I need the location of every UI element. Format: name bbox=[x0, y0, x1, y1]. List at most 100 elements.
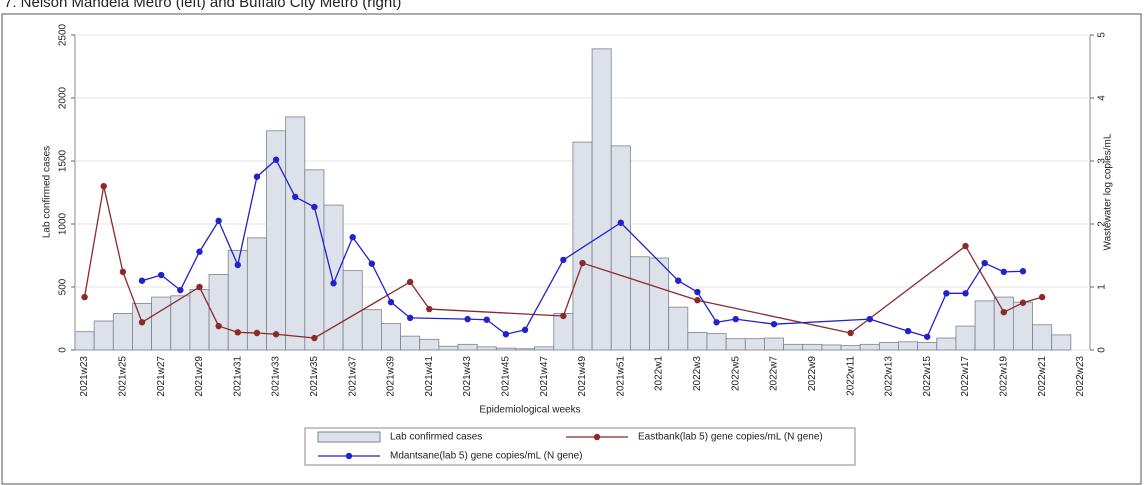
line-segment bbox=[256, 159, 277, 178]
legend-marker bbox=[345, 452, 353, 460]
y2-tick-label: 4 bbox=[1097, 95, 1108, 101]
y2-tick-label: 1 bbox=[1097, 284, 1108, 290]
bar bbox=[764, 337, 784, 351]
line-segment bbox=[410, 317, 468, 320]
bar bbox=[495, 347, 516, 351]
bar bbox=[629, 256, 650, 351]
bar bbox=[285, 116, 306, 351]
bar bbox=[342, 270, 363, 351]
line-segment bbox=[735, 318, 775, 325]
point bbox=[157, 271, 165, 279]
point bbox=[215, 217, 222, 225]
x-tick-label: 2022w13 bbox=[884, 356, 895, 397]
point bbox=[866, 315, 873, 323]
bar bbox=[706, 333, 727, 351]
line-segment bbox=[390, 301, 411, 319]
point bbox=[560, 256, 567, 264]
line-segment bbox=[773, 318, 870, 325]
x-tick-label: 2021w49 bbox=[577, 356, 588, 397]
point bbox=[177, 286, 184, 294]
bar bbox=[419, 338, 440, 351]
point bbox=[100, 183, 107, 190]
line-segment bbox=[677, 280, 698, 293]
y2-axis-title: Wastewater log copies/mL bbox=[1103, 133, 1114, 250]
point bbox=[196, 283, 203, 291]
bar bbox=[821, 344, 842, 351]
line-segment bbox=[218, 325, 238, 333]
point bbox=[330, 280, 337, 287]
bar bbox=[936, 337, 957, 351]
point bbox=[847, 329, 854, 337]
point bbox=[406, 314, 414, 322]
bar bbox=[1032, 324, 1053, 351]
legend-label: Mdantsane(lab 5) gene copies/mL (N gene) bbox=[390, 451, 583, 462]
bar bbox=[400, 335, 421, 351]
bar bbox=[955, 325, 976, 351]
bar bbox=[132, 302, 153, 351]
line-segment bbox=[122, 271, 143, 323]
x-tick-label: 2021w41 bbox=[424, 356, 435, 397]
line-segment bbox=[926, 293, 947, 338]
y2-tick-label: 2 bbox=[1097, 221, 1108, 227]
bar bbox=[649, 257, 670, 351]
point bbox=[1019, 268, 1027, 275]
bar bbox=[93, 320, 114, 351]
line-segment bbox=[524, 259, 564, 331]
point bbox=[962, 242, 969, 250]
line-segment bbox=[562, 262, 584, 317]
bar bbox=[304, 169, 325, 351]
point bbox=[311, 334, 318, 342]
y-tick-label: 0 bbox=[58, 347, 69, 353]
bar bbox=[725, 338, 746, 351]
bar bbox=[361, 309, 382, 351]
y-tick-label: 500 bbox=[58, 278, 69, 295]
line-segment bbox=[371, 263, 392, 303]
line-segment bbox=[141, 274, 162, 282]
line-segment bbox=[198, 220, 220, 253]
bar bbox=[457, 343, 478, 351]
legend-label: Eastbank(lab 5) gene copies/mL (N gene) bbox=[638, 432, 823, 443]
point bbox=[81, 293, 88, 301]
x-tick-label: 2021w29 bbox=[194, 356, 205, 397]
point bbox=[732, 315, 739, 323]
x-tick-label: 2022w1 bbox=[654, 356, 665, 391]
point bbox=[253, 329, 261, 337]
point bbox=[694, 288, 701, 296]
bar bbox=[859, 343, 880, 351]
line-segment bbox=[218, 220, 239, 266]
point bbox=[234, 329, 241, 336]
y2-tick-label: 3 bbox=[1097, 158, 1108, 164]
point bbox=[675, 277, 682, 284]
x-tick-label: 2022w3 bbox=[692, 356, 703, 391]
line-segment bbox=[409, 281, 430, 310]
point bbox=[253, 173, 261, 180]
x-tick-label: 2022w5 bbox=[730, 356, 741, 391]
x-tick-label: 2021w35 bbox=[309, 356, 320, 397]
x-tick-label: 2022w21 bbox=[1037, 356, 1048, 397]
line-segment bbox=[964, 262, 986, 294]
point bbox=[694, 297, 701, 304]
line-segment bbox=[313, 206, 335, 284]
y-tick-label: 2500 bbox=[58, 23, 69, 46]
line-segment bbox=[429, 308, 564, 317]
x-tick-label: 2021w33 bbox=[271, 356, 282, 397]
point bbox=[981, 259, 988, 267]
bar bbox=[438, 345, 459, 351]
y-tick-label: 2000 bbox=[58, 86, 69, 109]
line-segment bbox=[505, 329, 526, 335]
line-segment bbox=[1022, 296, 1043, 304]
bar bbox=[744, 338, 765, 351]
point bbox=[1000, 309, 1008, 316]
point bbox=[272, 156, 280, 163]
point bbox=[560, 312, 567, 320]
x-tick-label: 2022w9 bbox=[807, 356, 818, 391]
bar bbox=[802, 343, 823, 351]
bar bbox=[515, 348, 536, 351]
point bbox=[234, 261, 241, 269]
x-tick-label: 2022w19 bbox=[998, 356, 1009, 397]
bar bbox=[974, 300, 995, 351]
bar bbox=[610, 145, 631, 351]
line-segment bbox=[697, 299, 851, 334]
point bbox=[349, 234, 356, 241]
line-segment bbox=[620, 222, 679, 282]
